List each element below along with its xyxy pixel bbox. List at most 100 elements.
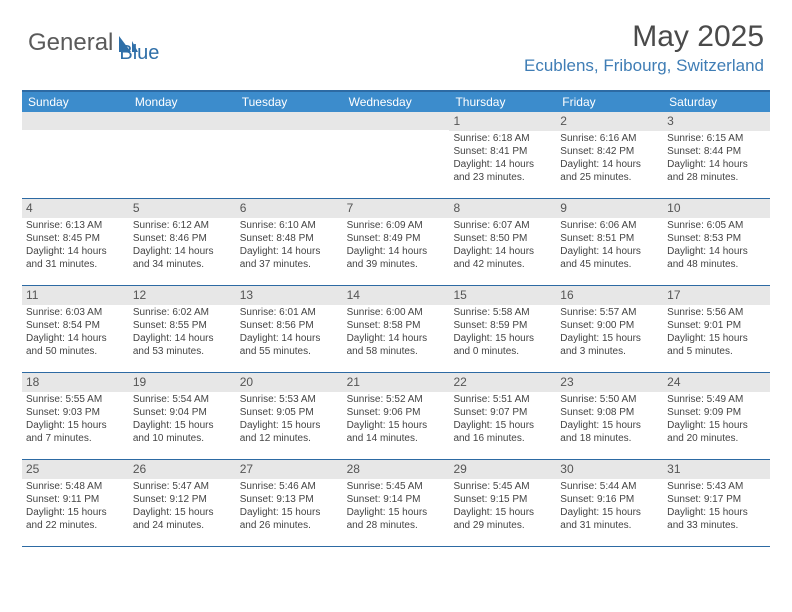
day-details: Sunrise: 6:10 AMSunset: 8:48 PMDaylight:…	[236, 218, 343, 276]
day-number: 23	[556, 373, 663, 392]
day-details: Sunrise: 6:05 AMSunset: 8:53 PMDaylight:…	[663, 218, 770, 276]
day-details: Sunrise: 6:18 AMSunset: 8:41 PMDaylight:…	[449, 131, 556, 189]
calendar-day: 9Sunrise: 6:06 AMSunset: 8:51 PMDaylight…	[556, 199, 663, 285]
calendar-day: 22Sunrise: 5:51 AMSunset: 9:07 PMDayligh…	[449, 373, 556, 459]
day-detail-line: Daylight: 15 hours	[133, 420, 232, 433]
day-detail-line: Daylight: 14 hours	[133, 246, 232, 259]
calendar-day: 16Sunrise: 5:57 AMSunset: 9:00 PMDayligh…	[556, 286, 663, 372]
calendar-day: 15Sunrise: 5:58 AMSunset: 8:59 PMDayligh…	[449, 286, 556, 372]
day-detail-line: Sunset: 9:12 PM	[133, 494, 232, 507]
day-detail-line: and 3 minutes.	[560, 346, 659, 359]
day-detail-line: Sunrise: 5:45 AM	[453, 481, 552, 494]
day-detail-line: Sunset: 8:58 PM	[347, 320, 446, 333]
day-detail-line: Sunset: 9:01 PM	[667, 320, 766, 333]
day-detail-line: Sunset: 8:54 PM	[26, 320, 125, 333]
day-number: 17	[663, 286, 770, 305]
day-details: Sunrise: 6:09 AMSunset: 8:49 PMDaylight:…	[343, 218, 450, 276]
day-detail-line: Sunset: 9:06 PM	[347, 407, 446, 420]
day-number	[236, 112, 343, 130]
day-detail-line: Sunrise: 5:53 AM	[240, 394, 339, 407]
day-number: 10	[663, 199, 770, 218]
day-detail-line: Sunrise: 5:57 AM	[560, 307, 659, 320]
day-detail-line: Sunset: 9:13 PM	[240, 494, 339, 507]
day-detail-line: Sunrise: 5:52 AM	[347, 394, 446, 407]
day-number: 13	[236, 286, 343, 305]
day-number	[129, 112, 236, 130]
day-number: 16	[556, 286, 663, 305]
day-detail-line: Sunset: 9:03 PM	[26, 407, 125, 420]
day-detail-line: Daylight: 14 hours	[453, 246, 552, 259]
day-detail-line: Daylight: 14 hours	[560, 159, 659, 172]
day-details: Sunrise: 6:15 AMSunset: 8:44 PMDaylight:…	[663, 131, 770, 189]
day-details: Sunrise: 6:03 AMSunset: 8:54 PMDaylight:…	[22, 305, 129, 363]
day-number: 1	[449, 112, 556, 131]
calendar-day: 17Sunrise: 5:56 AMSunset: 9:01 PMDayligh…	[663, 286, 770, 372]
day-number: 21	[343, 373, 450, 392]
calendar-day: 27Sunrise: 5:46 AMSunset: 9:13 PMDayligh…	[236, 460, 343, 546]
day-detail-line: Sunrise: 5:54 AM	[133, 394, 232, 407]
day-detail-line: Sunrise: 6:13 AM	[26, 220, 125, 233]
day-detail-line: Sunrise: 5:46 AM	[240, 481, 339, 494]
day-detail-line: and 34 minutes.	[133, 259, 232, 272]
day-detail-line: Sunrise: 6:03 AM	[26, 307, 125, 320]
calendar-day: 24Sunrise: 5:49 AMSunset: 9:09 PMDayligh…	[663, 373, 770, 459]
day-detail-line: Daylight: 14 hours	[347, 333, 446, 346]
day-detail-line: and 22 minutes.	[26, 520, 125, 533]
day-details: Sunrise: 5:51 AMSunset: 9:07 PMDaylight:…	[449, 392, 556, 450]
day-detail-line: Daylight: 14 hours	[667, 159, 766, 172]
day-detail-line: Sunrise: 5:47 AM	[133, 481, 232, 494]
day-details: Sunrise: 5:45 AMSunset: 9:15 PMDaylight:…	[449, 479, 556, 537]
calendar-day: 12Sunrise: 6:02 AMSunset: 8:55 PMDayligh…	[129, 286, 236, 372]
day-details: Sunrise: 5:56 AMSunset: 9:01 PMDaylight:…	[663, 305, 770, 363]
day-number: 22	[449, 373, 556, 392]
day-details: Sunrise: 5:52 AMSunset: 9:06 PMDaylight:…	[343, 392, 450, 450]
day-number: 5	[129, 199, 236, 218]
day-number: 2	[556, 112, 663, 131]
calendar-day: 25Sunrise: 5:48 AMSunset: 9:11 PMDayligh…	[22, 460, 129, 546]
day-detail-line: Sunset: 8:44 PM	[667, 146, 766, 159]
day-detail-line: and 58 minutes.	[347, 346, 446, 359]
day-detail-line: Sunrise: 5:49 AM	[667, 394, 766, 407]
calendar-day: 7Sunrise: 6:09 AMSunset: 8:49 PMDaylight…	[343, 199, 450, 285]
day-detail-line: Sunset: 8:49 PM	[347, 233, 446, 246]
day-detail-line: Sunset: 9:08 PM	[560, 407, 659, 420]
day-detail-line: and 0 minutes.	[453, 346, 552, 359]
day-detail-line: and 23 minutes.	[453, 172, 552, 185]
day-number: 14	[343, 286, 450, 305]
day-number: 11	[22, 286, 129, 305]
day-details: Sunrise: 6:02 AMSunset: 8:55 PMDaylight:…	[129, 305, 236, 363]
day-detail-line: Sunrise: 6:05 AM	[667, 220, 766, 233]
day-details: Sunrise: 6:00 AMSunset: 8:58 PMDaylight:…	[343, 305, 450, 363]
day-detail-line: Daylight: 15 hours	[560, 333, 659, 346]
day-detail-line: Daylight: 15 hours	[240, 507, 339, 520]
day-detail-line: Daylight: 15 hours	[453, 420, 552, 433]
day-detail-line: and 28 minutes.	[347, 520, 446, 533]
day-details	[129, 130, 236, 136]
calendar-week-row: 1Sunrise: 6:18 AMSunset: 8:41 PMDaylight…	[22, 112, 770, 199]
day-detail-line: Sunset: 8:55 PM	[133, 320, 232, 333]
day-detail-line: Sunset: 8:42 PM	[560, 146, 659, 159]
day-detail-line: Daylight: 14 hours	[347, 246, 446, 259]
calendar-day: 23Sunrise: 5:50 AMSunset: 9:08 PMDayligh…	[556, 373, 663, 459]
brand-part1: General	[28, 29, 113, 57]
day-number: 29	[449, 460, 556, 479]
day-detail-line: and 37 minutes.	[240, 259, 339, 272]
day-number: 6	[236, 199, 343, 218]
calendar-day: 8Sunrise: 6:07 AMSunset: 8:50 PMDaylight…	[449, 199, 556, 285]
calendar-day: 18Sunrise: 5:55 AMSunset: 9:03 PMDayligh…	[22, 373, 129, 459]
day-detail-line: and 45 minutes.	[560, 259, 659, 272]
day-detail-line: Sunrise: 5:51 AM	[453, 394, 552, 407]
calendar-day: 5Sunrise: 6:12 AMSunset: 8:46 PMDaylight…	[129, 199, 236, 285]
day-detail-line: Daylight: 14 hours	[26, 333, 125, 346]
day-detail-line: and 14 minutes.	[347, 433, 446, 446]
day-detail-line: Daylight: 15 hours	[453, 507, 552, 520]
day-detail-line: and 12 minutes.	[240, 433, 339, 446]
day-detail-line: Sunrise: 6:09 AM	[347, 220, 446, 233]
day-number: 15	[449, 286, 556, 305]
calendar-weeks: 1Sunrise: 6:18 AMSunset: 8:41 PMDaylight…	[22, 112, 770, 547]
day-number: 9	[556, 199, 663, 218]
day-detail-line: Sunrise: 6:18 AM	[453, 133, 552, 146]
day-detail-line: and 26 minutes.	[240, 520, 339, 533]
day-detail-line: Sunset: 9:17 PM	[667, 494, 766, 507]
calendar-day: 29Sunrise: 5:45 AMSunset: 9:15 PMDayligh…	[449, 460, 556, 546]
